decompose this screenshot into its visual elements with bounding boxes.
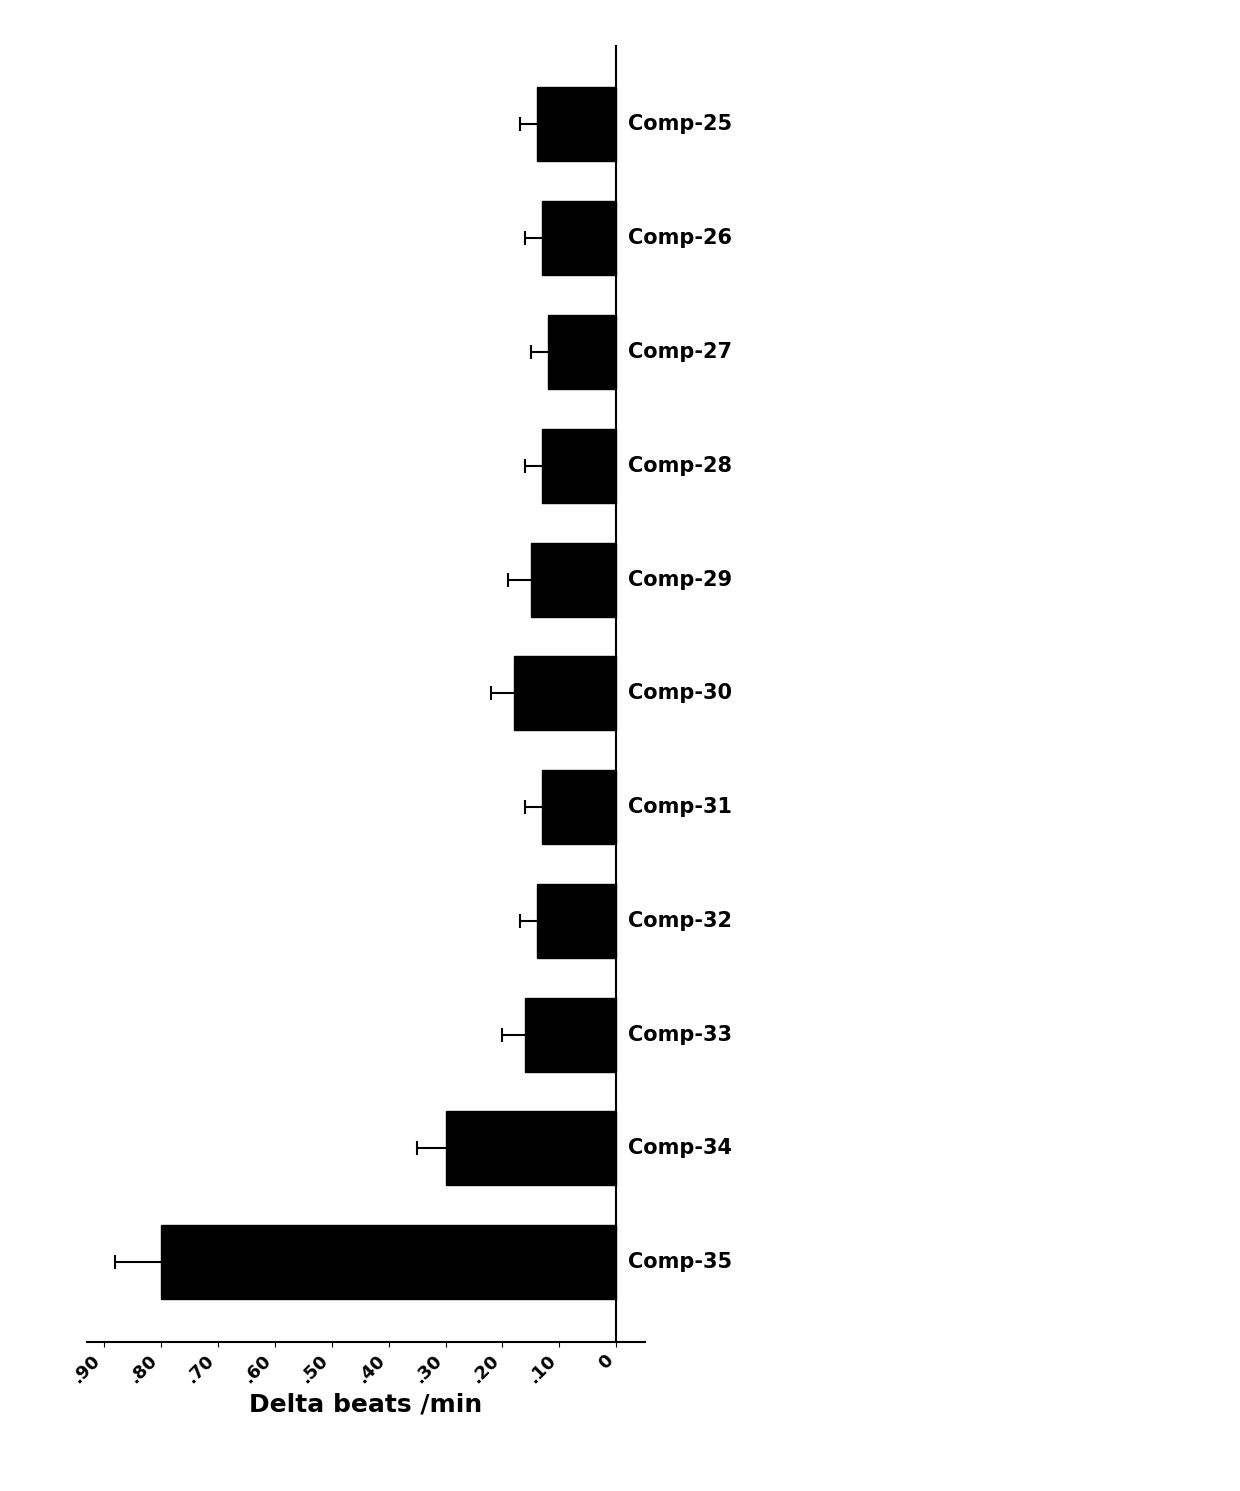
Bar bbox=[531, 543, 616, 616]
Bar bbox=[445, 1111, 616, 1185]
Bar bbox=[548, 315, 616, 389]
Text: Comp-34: Comp-34 bbox=[627, 1139, 732, 1159]
Bar bbox=[161, 1226, 616, 1299]
Text: Comp-32: Comp-32 bbox=[627, 911, 732, 930]
Bar bbox=[513, 656, 616, 731]
Text: Comp-29: Comp-29 bbox=[627, 570, 732, 589]
Bar bbox=[526, 997, 616, 1072]
Bar bbox=[542, 429, 616, 502]
Text: Comp-31: Comp-31 bbox=[627, 798, 732, 817]
Bar bbox=[542, 201, 616, 276]
Bar bbox=[537, 88, 616, 161]
Bar bbox=[537, 884, 616, 957]
Text: Comp-28: Comp-28 bbox=[627, 456, 732, 476]
Text: Comp-25: Comp-25 bbox=[627, 115, 732, 134]
Text: Comp-35: Comp-35 bbox=[627, 1252, 732, 1272]
Bar bbox=[542, 771, 616, 844]
Text: Comp-33: Comp-33 bbox=[627, 1024, 732, 1045]
Text: Comp-30: Comp-30 bbox=[627, 683, 732, 704]
Text: Comp-26: Comp-26 bbox=[627, 228, 732, 248]
X-axis label: Delta beats /min: Delta beats /min bbox=[249, 1393, 482, 1416]
Text: Comp-27: Comp-27 bbox=[627, 341, 732, 362]
